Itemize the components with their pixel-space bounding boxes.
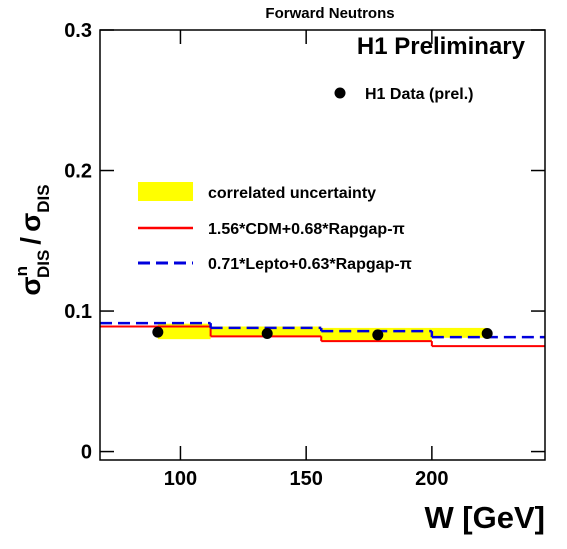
y-tick-label: 0.2 bbox=[64, 161, 92, 183]
x-axis-label: W [GeV] bbox=[424, 500, 545, 535]
annotation: H1 Preliminary bbox=[357, 33, 526, 60]
uncertainty-band bbox=[157, 323, 211, 340]
x-tick-label: 100 bbox=[164, 468, 197, 490]
legend-swatch bbox=[138, 182, 193, 201]
y-tick-label: 0.1 bbox=[64, 301, 92, 323]
y-tick-label: 0.3 bbox=[64, 20, 92, 42]
plot-frame bbox=[99, 29, 546, 461]
y-tick-label: 0 bbox=[81, 442, 92, 464]
x-tick-label: 150 bbox=[289, 468, 322, 490]
chart-title: Forward Neutrons bbox=[265, 5, 394, 22]
data-point bbox=[372, 329, 384, 341]
data-point bbox=[481, 328, 493, 340]
data-point bbox=[261, 328, 273, 340]
uncertainty-band bbox=[431, 327, 488, 338]
y-axis-label: σn DIS/σDIS bbox=[12, 184, 53, 295]
legend-label: H1 Data (prel.) bbox=[365, 86, 473, 103]
legend-marker bbox=[334, 87, 346, 99]
legend-label: correlated uncertainty bbox=[208, 185, 376, 202]
legend-label: 0.71*Lepto+0.63*Rapgap-π bbox=[208, 256, 412, 273]
data-point bbox=[152, 326, 164, 338]
x-tick-label: 200 bbox=[415, 468, 448, 490]
legend-label: 1.56*CDM+0.68*Rapgap-π bbox=[208, 221, 405, 238]
